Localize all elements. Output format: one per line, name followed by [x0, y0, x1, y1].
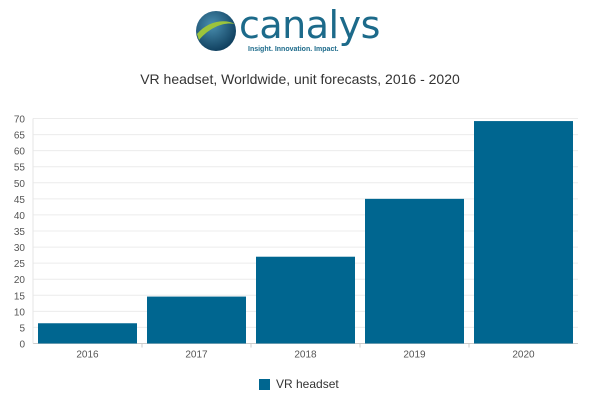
y-tick-label: 65	[14, 131, 26, 142]
bar-2017	[147, 296, 246, 344]
y-tick-label: 45	[14, 195, 26, 206]
y-tick-label: 40	[14, 211, 26, 222]
chart-title: VR headset, Worldwide, unit forecasts, 2…	[140, 71, 460, 87]
x-tick-label: 2019	[403, 350, 426, 361]
y-tick-label: 0	[19, 340, 25, 351]
bar-2019	[365, 198, 464, 344]
logo-tagline: Insight. Innovation. Impact.	[248, 46, 339, 53]
globe-icon	[196, 11, 236, 51]
y-tick-label: 30	[14, 243, 26, 254]
canalys-logo: canalys Insight. Innovation. Impact.	[193, 3, 403, 56]
bar-2018	[256, 256, 355, 344]
x-tick-label: 2018	[294, 350, 317, 361]
x-tick-label: 2017	[185, 350, 208, 361]
bar-2016	[38, 323, 137, 344]
y-tick-label: 15	[14, 291, 26, 302]
y-tick-label: 50	[14, 179, 26, 190]
y-tick-label: 60	[14, 147, 26, 158]
x-tick-label: 2020	[512, 350, 535, 361]
y-tick-label: 55	[14, 163, 26, 174]
x-tick-label: 2016	[76, 350, 99, 361]
y-tick-label: 20	[14, 275, 26, 286]
y-tick-label: 35	[14, 227, 26, 238]
y-tick-label: 25	[14, 259, 26, 270]
legend-label: VR headset	[276, 377, 339, 391]
logo-text: canalys	[239, 3, 380, 47]
y-tick-label: 5	[19, 323, 25, 334]
y-tick-label: 10	[14, 307, 26, 318]
legend-item[interactable]: VR headset	[259, 377, 339, 391]
legend-swatch	[259, 378, 270, 390]
y-tick-label: 70	[14, 115, 26, 126]
bar-2020	[474, 121, 573, 344]
